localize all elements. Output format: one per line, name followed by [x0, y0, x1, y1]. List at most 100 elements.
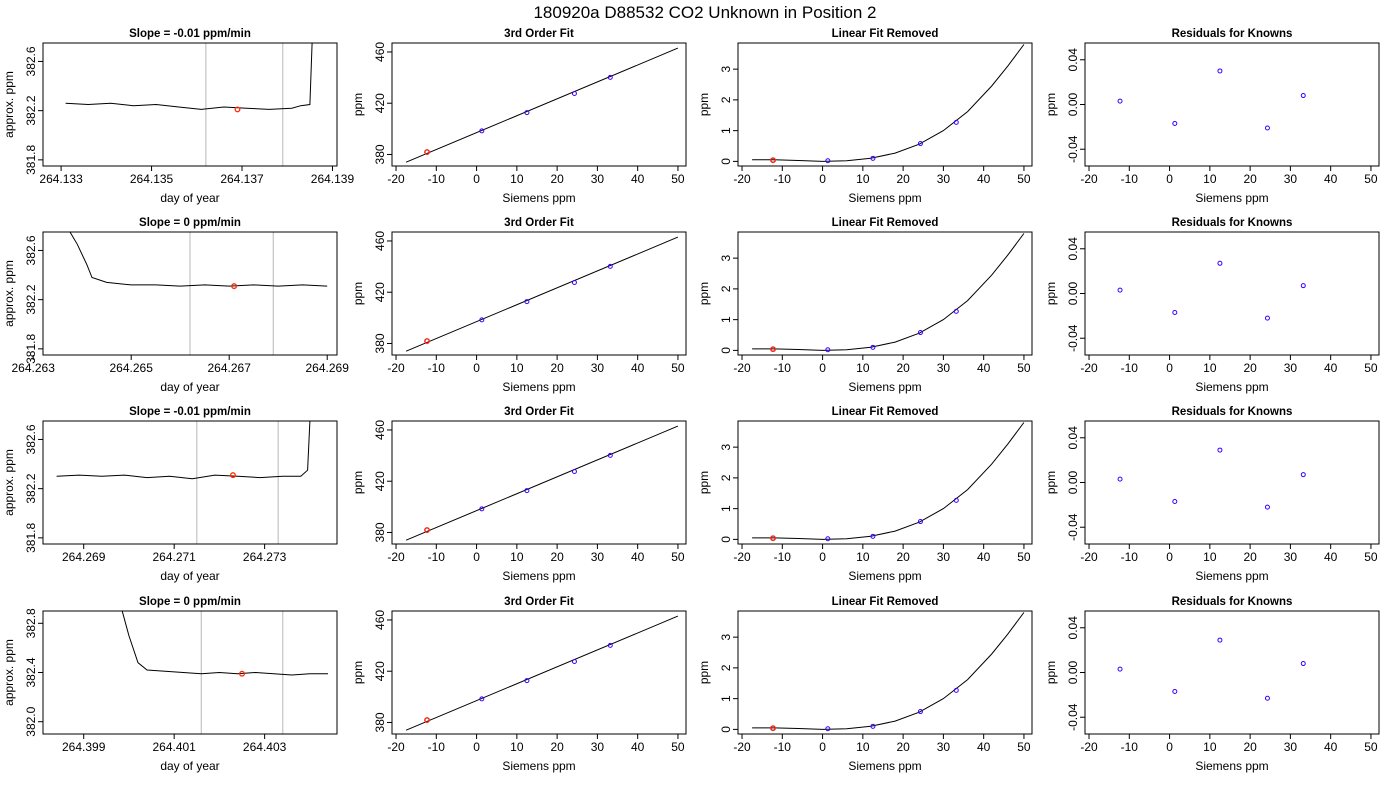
panel-2-3: Residuals for Knowns -20 -10 0 10 20 30 40 50 -0.… — [1044, 406, 1380, 583]
y-tick-label: 381.8 — [24, 523, 38, 553]
x-tick-label: 0 — [1166, 550, 1173, 564]
trace-line — [121, 611, 328, 676]
x-tick-label: 10 — [1203, 550, 1217, 564]
x-tick-label: 264.273 — [243, 550, 287, 564]
x-tick-label: 10 — [1203, 172, 1217, 186]
plot-frame — [1084, 610, 1380, 735]
plot-frame — [391, 42, 687, 167]
y-axis-label: ppm — [1044, 471, 1058, 494]
data-point — [479, 696, 485, 702]
y-tick-label: 420 — [373, 661, 387, 681]
y-tick-label: -0.04 — [1066, 703, 1080, 731]
x-tick-label: 20 — [1243, 740, 1257, 754]
y-tick-label: 460 — [373, 420, 387, 440]
fit-curve — [405, 615, 679, 731]
panel-title: Linear Fit Removed — [832, 596, 939, 608]
data-point — [607, 452, 613, 458]
x-tick-label: 0 — [1166, 361, 1173, 375]
x-tick-label: 40 — [1324, 361, 1338, 375]
data-point — [1300, 283, 1306, 289]
y-tick-label: 2 — [719, 285, 733, 292]
unknown-marker — [424, 338, 430, 344]
y-axis-label: ppm — [351, 282, 365, 305]
x-tick-label: 40 — [631, 550, 645, 564]
data-point — [571, 658, 577, 664]
x-tick-label: 50 — [671, 361, 685, 375]
y-tick-label: 380 — [373, 333, 387, 353]
y-axis-label: ppm — [1044, 661, 1058, 684]
panel-3-0: Slope = 0 ppm/min 264.399 264.401 264.403 38… — [2, 596, 338, 773]
x-tick-label: 40 — [631, 361, 645, 375]
x-tick-label: 264.267 — [208, 361, 252, 375]
x-tick-label: -20 — [733, 172, 751, 186]
data-point — [825, 726, 831, 732]
plot-data — [69, 232, 328, 355]
plot-data — [405, 425, 679, 541]
fit-curve — [405, 425, 679, 541]
data-point — [1264, 125, 1270, 131]
x-tick-label: 30 — [1284, 361, 1298, 375]
x-tick-label: 10 — [510, 361, 524, 375]
y-tick-label: 0.00 — [1066, 92, 1080, 116]
x-tick-label: -20 — [1080, 361, 1098, 375]
y-tick-label: -0.04 — [1066, 135, 1080, 163]
plot-frame — [1084, 420, 1380, 545]
x-tick-label: 40 — [977, 172, 991, 186]
panel-title: Slope = -0.01 ppm/min — [129, 406, 251, 418]
x-tick-label: 20 — [896, 740, 910, 754]
panel-3-1: 3rd Order Fit -20 -10 0 10 20 30 40 50 380 420 460 S… — [351, 596, 687, 773]
panel-title: Residuals for Knowns — [1172, 217, 1293, 229]
x-tick-label: -20 — [387, 361, 405, 375]
y-tick-label: 420 — [373, 282, 387, 302]
plot-frame — [42, 420, 338, 545]
data-point — [524, 678, 530, 684]
data-point — [870, 533, 876, 539]
data-point — [870, 723, 876, 729]
x-tick-label: -20 — [733, 550, 751, 564]
x-tick-label: 30 — [591, 172, 605, 186]
x-tick-label: -20 — [1080, 172, 1098, 186]
panel-title: Residuals for Knowns — [1172, 406, 1293, 418]
x-tick-label: 0 — [1166, 740, 1173, 754]
panel-3-2: Linear Fit Removed -20 -10 0 10 20 30 40 50 0 1 2 3 S… — [697, 596, 1033, 773]
x-tick-label: -20 — [387, 740, 405, 754]
panel-title: Linear Fit Removed — [832, 217, 939, 229]
x-tick-label: 20 — [1243, 550, 1257, 564]
panel-title: 3rd Order Fit — [504, 406, 574, 418]
y-tick-label: 382.0 — [24, 706, 38, 736]
y-tick-label: 1 — [719, 695, 733, 702]
x-tick-label: 20 — [896, 361, 910, 375]
y-tick-label: 381.8 — [24, 145, 38, 175]
unknown-marker — [234, 106, 241, 113]
x-axis-label: Siemens ppm — [848, 191, 921, 205]
data-point — [607, 263, 613, 269]
x-tick-label: 264.403 — [243, 740, 287, 754]
panel-0-0: Slope = -0.01 ppm/min 264.133 264.135 264.1… — [2, 28, 354, 205]
data-point — [917, 519, 923, 525]
y-tick-label: 380 — [373, 712, 387, 732]
plot-frame — [42, 231, 338, 356]
unknown-marker — [770, 725, 776, 732]
x-axis-label: Siemens ppm — [1195, 569, 1268, 583]
plot-data — [752, 233, 1025, 353]
x-axis-label: Siemens ppm — [1195, 191, 1268, 205]
plot-data — [65, 43, 313, 166]
x-tick-label: 30 — [937, 361, 951, 375]
data-point — [870, 344, 876, 350]
x-tick-label: -10 — [1121, 550, 1139, 564]
data-point — [870, 155, 876, 161]
y-axis-label: ppm — [697, 93, 711, 116]
x-axis-label: Siemens ppm — [502, 380, 575, 394]
x-tick-label: -10 — [774, 172, 792, 186]
plot-data — [405, 615, 679, 731]
x-axis-label: Siemens ppm — [848, 759, 921, 773]
panel-title: 3rd Order Fit — [504, 28, 574, 40]
fit-curve — [405, 47, 679, 163]
y-tick-label: 3 — [719, 443, 733, 450]
data-point — [825, 347, 831, 353]
y-tick-label: 382.2 — [24, 473, 38, 503]
y-axis-label: ppm — [351, 471, 365, 494]
x-axis-label: day of year — [160, 759, 219, 773]
x-tick-label: 20 — [550, 550, 564, 564]
x-tick-label: 10 — [1203, 740, 1217, 754]
